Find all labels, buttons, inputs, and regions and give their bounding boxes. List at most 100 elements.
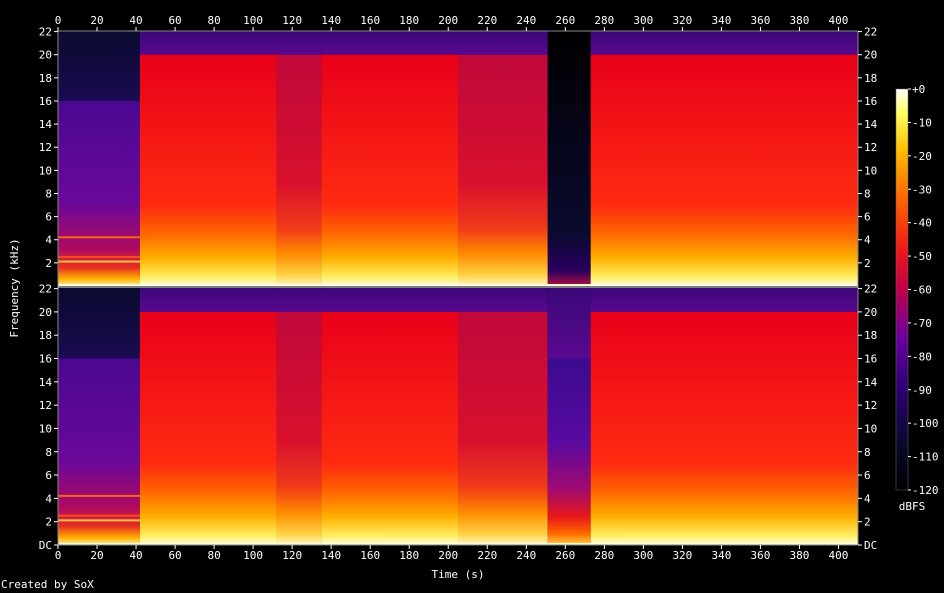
x-tick-label-top: 0 — [55, 14, 62, 27]
y-tick-label-right: 10 — [864, 164, 877, 177]
x-tick-label-bottom: 180 — [399, 549, 419, 562]
y-tick-label-right: 6 — [864, 469, 871, 482]
x-tick-label-bottom: 320 — [672, 549, 692, 562]
x-tick-label-top: 360 — [751, 14, 771, 27]
x-tick-label-top: 340 — [711, 14, 731, 27]
x-axis-top: 0 20 40 60 80 100 120 140 160 180 200 220 240 260 280 3… — [55, 14, 849, 31]
x-tick-label-top: 220 — [477, 14, 497, 27]
x-tick-label-top: 40 — [129, 14, 142, 27]
x-tick-label-top: 240 — [516, 14, 536, 27]
y-tick-label-left: 20 — [39, 306, 52, 319]
y-tick-label-left: 8 — [45, 187, 52, 200]
y-tick-label-left: 16 — [39, 353, 52, 366]
segment-ch1-5 — [547, 31, 591, 286]
y-tick-label-right: 2 — [864, 257, 871, 270]
x-tick-label-top: 400 — [829, 14, 849, 27]
y-tick-label-left: 16 — [39, 95, 52, 108]
y-tick-label-left: 4 — [45, 492, 52, 505]
x-tick-label-top: 380 — [790, 14, 810, 27]
plot-frame — [57, 30, 859, 546]
created-by-credit: Created by SoX — [1, 578, 94, 591]
x-tick-label-top: 180 — [399, 14, 419, 27]
x-tick-label-bottom: 120 — [282, 549, 302, 562]
x-tick-label-bottom: 240 — [516, 549, 536, 562]
y-tick-label-left: 6 — [45, 211, 52, 224]
segment-ch2-0 — [58, 288, 140, 545]
x-axis-label: Time (s) — [432, 568, 485, 581]
x-tick-label-bottom: 280 — [594, 549, 614, 562]
y-tick-label-left: 8 — [45, 446, 52, 459]
x-tick-label-bottom: 300 — [633, 549, 653, 562]
y-tick-label-right: DC — [864, 539, 877, 552]
y-tick-label-right: 4 — [864, 234, 871, 247]
colorbar-ticks: +0 -10 -20 -30 -40 -50 -60 -70 -80 -90 -100 -110 -12… — [908, 83, 939, 497]
y-tick-label-left: 12 — [39, 399, 52, 412]
segment-ch2-4 — [458, 288, 548, 545]
segment-ch1-4 — [458, 31, 548, 286]
x-tick-label-top: 60 — [168, 14, 181, 27]
y-tick-label-right: 18 — [864, 329, 877, 342]
colorbar-tick-label: -90 — [912, 384, 932, 397]
colorbar-tick-label: -40 — [912, 217, 932, 230]
x-tick-label-top: 100 — [243, 14, 263, 27]
x-tick-label-top: 120 — [282, 14, 302, 27]
colorbar — [895, 88, 909, 491]
y-tick-label-left: 2 — [45, 516, 52, 529]
x-tick-label-bottom: 400 — [829, 549, 849, 562]
channel-2-spectrogram — [58, 288, 858, 545]
colorbar-tick-label: -50 — [912, 250, 932, 263]
x-tick-label-bottom: 260 — [555, 549, 575, 562]
segment-ch1-0 — [58, 31, 140, 286]
x-axis-bottom: 0 20 40 60 80 100 120 140 160 180 200 220 240 260 280 3… — [55, 545, 849, 562]
x-tick-label-bottom: 80 — [207, 549, 220, 562]
x-tick-label-top: 280 — [594, 14, 614, 27]
y-tick-label-right: 4 — [864, 492, 871, 505]
y-tick-label-right: 6 — [864, 211, 871, 224]
y-tick-label-left: DC — [39, 539, 52, 552]
y-tick-label-left: 22 — [39, 26, 52, 39]
segment-ch2-6 — [590, 288, 858, 545]
x-tick-label-bottom: 160 — [360, 549, 380, 562]
x-tick-label-bottom: 40 — [129, 549, 142, 562]
colorbar-tick-label: -110 — [912, 451, 939, 464]
y-tick-label-left: 6 — [45, 469, 52, 482]
y-tick-label-left: 10 — [39, 422, 52, 435]
y-axis-label: Frequency (kHz) — [8, 238, 21, 337]
y-tick-label-left: 12 — [39, 141, 52, 154]
segment-ch1-2 — [276, 31, 322, 286]
y-tick-label-right: 22 — [864, 26, 877, 39]
y-tick-label-left: 14 — [39, 376, 53, 389]
y-tick-label-left: 22 — [39, 283, 52, 296]
y-tick-label-right: 12 — [864, 141, 877, 154]
x-tick-label-bottom: 20 — [90, 549, 103, 562]
dc-line-ch2 — [58, 543, 858, 545]
x-tick-label-top: 80 — [207, 14, 220, 27]
colorbar-tick-label: -80 — [912, 350, 932, 363]
x-tick-label-top: 160 — [360, 14, 380, 27]
segment-ch2-3 — [321, 288, 458, 545]
y-tick-label-right: 22 — [864, 283, 877, 296]
y-tick-label-right: 14 — [864, 118, 878, 131]
x-tick-label-bottom: 360 — [751, 549, 771, 562]
x-tick-label-bottom: 340 — [711, 549, 731, 562]
x-tick-label-bottom: 380 — [790, 549, 810, 562]
x-tick-label-top: 320 — [672, 14, 692, 27]
y-tick-label-right: 16 — [864, 95, 877, 108]
y-tick-label-right: 16 — [864, 353, 877, 366]
y-tick-label-right: 8 — [864, 187, 871, 200]
y-tick-label-left: 2 — [45, 257, 52, 270]
y-tick-label-right: 2 — [864, 516, 871, 529]
colorbar-tick-label: -30 — [912, 183, 932, 196]
x-tick-label-bottom: 100 — [243, 549, 263, 562]
y-tick-label-right: 20 — [864, 49, 877, 62]
y-tick-label-left: 20 — [39, 49, 52, 62]
dc-line-ch1 — [58, 284, 858, 286]
x-tick-label-bottom: 60 — [168, 549, 181, 562]
x-tick-label-bottom: 220 — [477, 549, 497, 562]
x-tick-label-top: 300 — [633, 14, 653, 27]
x-tick-label-bottom: 140 — [321, 549, 341, 562]
segment-ch1-1 — [139, 31, 277, 286]
x-tick-label-top: 260 — [555, 14, 575, 27]
x-tick-label-bottom: 200 — [438, 549, 458, 562]
y-tick-label-right: 8 — [864, 446, 871, 459]
